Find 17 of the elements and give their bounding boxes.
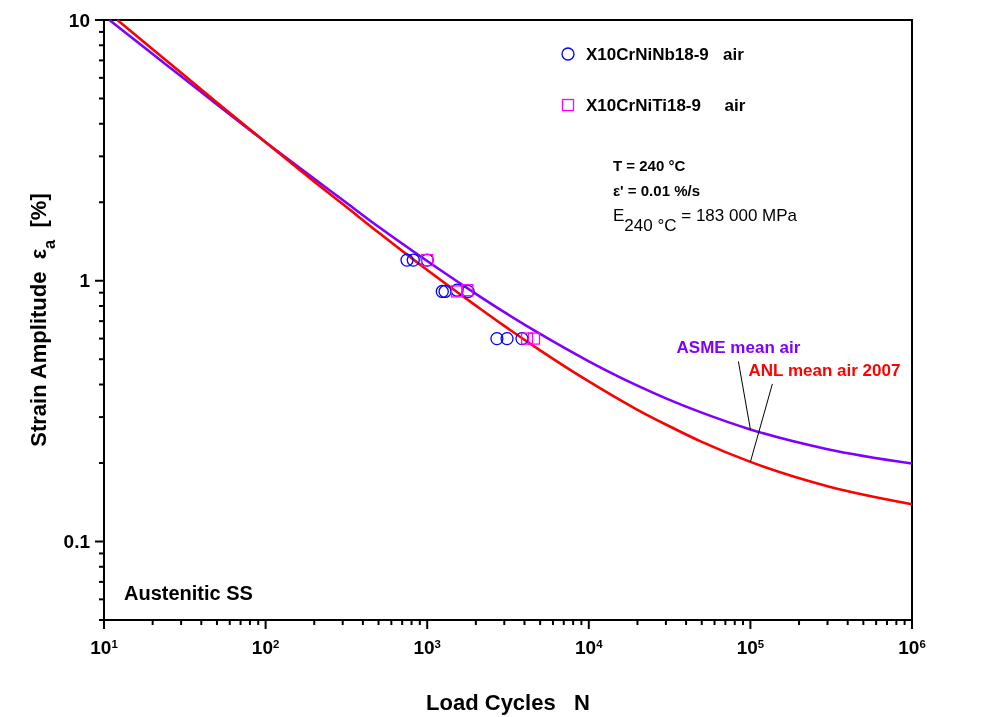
x-axis-title: Load Cycles N [426,690,590,715]
x-tick-label: 10$^{6}$ [898,637,926,658]
y-tick-label: 0.1 [63,531,91,553]
x-tick-label: 10$^{4}$ [575,637,604,658]
annotation: Austenitic SS [124,582,253,604]
annotation: ε' = 0.01 %/s [613,182,700,199]
text: ANL mean air 2007 [748,360,901,380]
x-tick-label: 10$^{3}$ [413,637,441,658]
legend-label: X10CrNiNb18-9 air [586,44,745,64]
x-tick-label: 10$^{2}$ [251,637,280,658]
text: ASME mean air [676,338,801,358]
y-tick-label: 10 [68,9,90,31]
x-tick-label: 10$^{1}$ [90,637,119,658]
x-tick-label: 10$^{5}$ [736,637,765,658]
annotation: T = 240 °C [613,157,686,174]
legend-label: X10CrNiTi18-9 air [586,95,746,115]
y-tick-label: 1 [79,270,91,292]
